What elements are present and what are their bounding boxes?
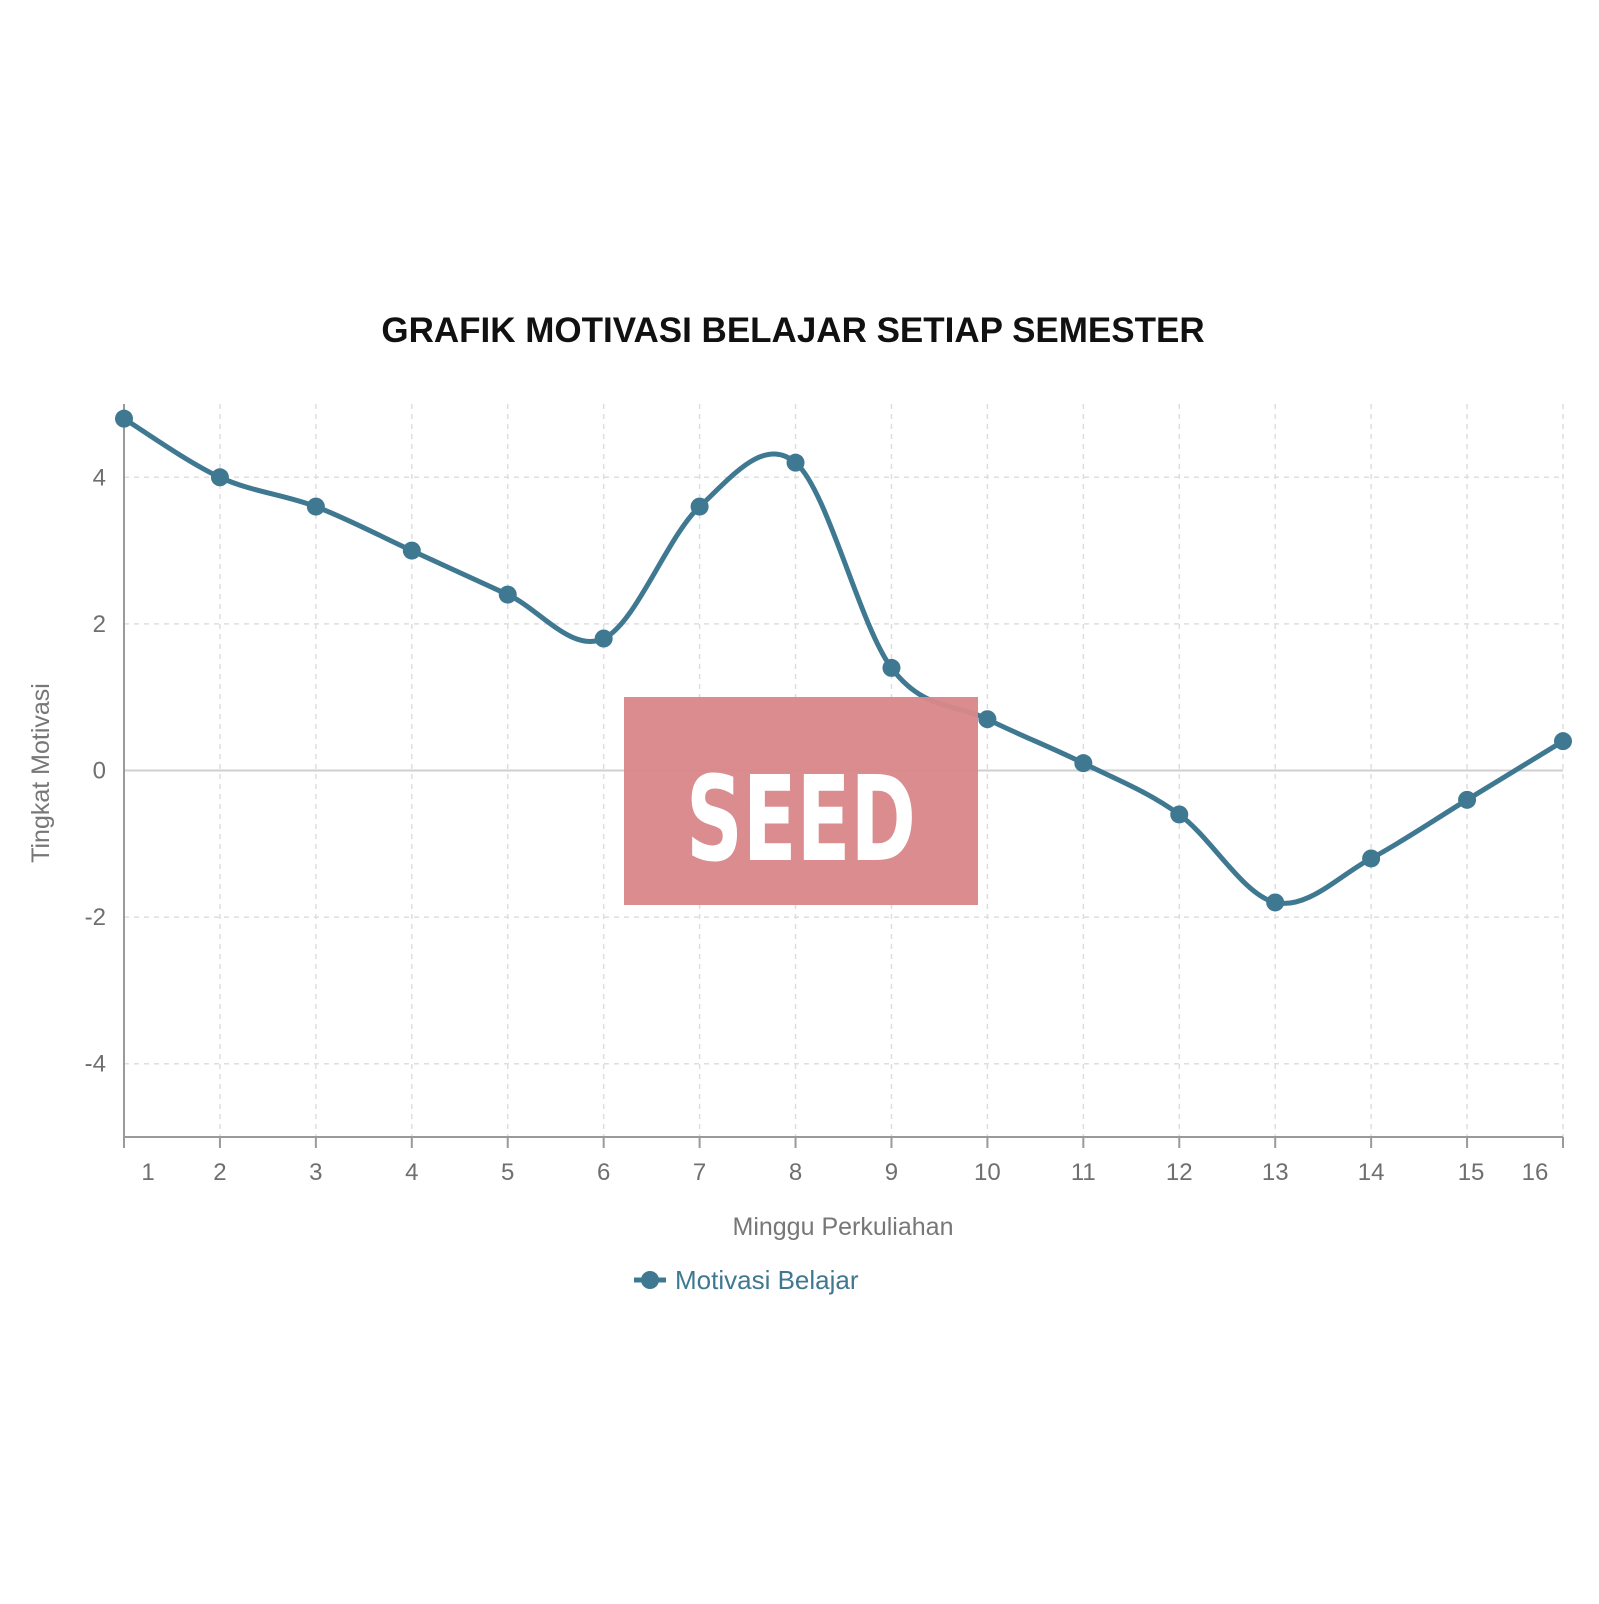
x-tick-label: 11 [1071,1159,1096,1186]
y-tick-label: -2 [85,904,106,931]
data-point[interactable] [594,629,613,648]
x-tick-label: 10 [974,1159,1001,1186]
legend[interactable]: Motivasi Belajar [634,1265,859,1295]
data-point[interactable] [978,710,997,729]
data-point[interactable] [1362,849,1381,868]
data-point[interactable] [882,658,901,677]
x-tick-labels: 1 2 3 4 5 6 7 8 9 10 11 12 13 14 15 16 [141,1159,1548,1186]
y-tick-labels: -4 -2 0 2 4 [85,464,106,1077]
data-point[interactable] [115,409,133,428]
x-tick-label: 9 [885,1159,898,1186]
data-points [115,409,1572,912]
x-tick-label: 12 [1166,1159,1193,1186]
data-point[interactable] [306,497,325,516]
data-point[interactable] [1074,754,1093,773]
series-line-motivasi-belajar [121,416,1566,906]
data-point[interactable] [402,541,421,560]
x-tick-label: 5 [501,1159,514,1186]
axes [123,404,1564,1148]
data-point[interactable] [210,468,229,487]
data-point[interactable] [786,453,805,472]
x-tick-label: 2 [213,1159,226,1186]
x-tick-label: 7 [693,1159,706,1186]
x-tick-label: 8 [789,1159,802,1186]
y-tick-label: 0 [93,758,106,785]
y-tick-label: -4 [85,1051,106,1078]
y-tick-label: 2 [93,611,106,638]
data-point[interactable] [1170,805,1189,824]
x-tick-label: 4 [405,1159,418,1186]
watermark-text: SEED [686,750,916,888]
legend-marker-icon [641,1271,659,1289]
x-tick-label: 15 [1458,1159,1485,1186]
x-tick-label: 6 [597,1159,610,1186]
watermark: SEED [624,697,978,905]
legend-label: Motivasi Belajar [675,1265,859,1295]
x-tick-label: 16 [1522,1159,1549,1186]
watermark-box [624,697,978,905]
chart-title: GRAFIK MOTIVASI BELAJAR SETIAP SEMESTER [381,311,1204,350]
data-point[interactable] [1554,732,1572,751]
x-tick-label: 1 [141,1159,154,1186]
x-tick-label: 3 [309,1159,322,1186]
x-tick-label: 14 [1358,1159,1385,1186]
y-tick-label: 4 [93,464,106,491]
data-point[interactable] [1458,790,1477,809]
data-point[interactable] [1266,893,1285,912]
series-group [121,416,1566,906]
y-axis-label: Tingkat Motivasi [27,683,55,863]
data-point[interactable] [498,585,517,604]
data-point[interactable] [690,497,709,516]
x-axis-label: Minggu Perkuliahan [733,1213,954,1241]
x-tick-label: 13 [1262,1159,1289,1186]
